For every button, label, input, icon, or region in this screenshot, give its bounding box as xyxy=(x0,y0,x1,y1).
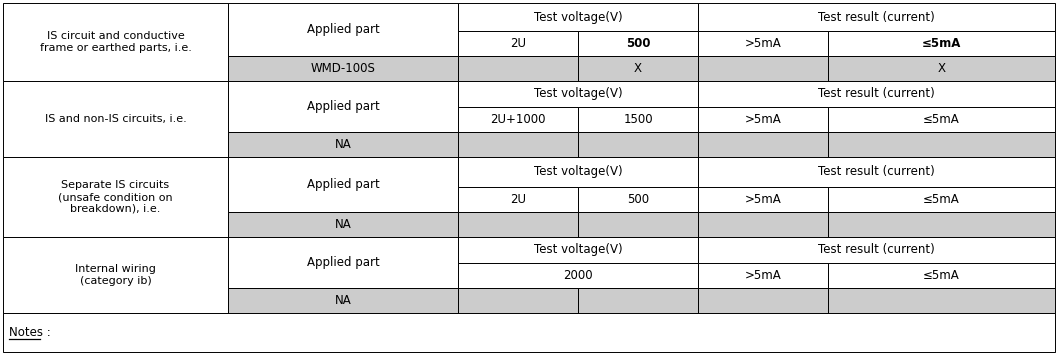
Bar xyxy=(697,187,828,212)
Text: 500: 500 xyxy=(626,193,649,206)
Bar xyxy=(697,31,828,56)
Bar xyxy=(697,212,828,237)
Text: Applied part: Applied part xyxy=(306,178,379,191)
Text: X: X xyxy=(937,62,946,75)
Bar xyxy=(697,3,1055,31)
Bar xyxy=(458,288,578,313)
Bar xyxy=(3,81,228,157)
Bar xyxy=(458,263,697,288)
Bar xyxy=(458,81,697,107)
Text: 2000: 2000 xyxy=(563,269,593,282)
Text: WMD-100S: WMD-100S xyxy=(311,62,375,75)
Bar xyxy=(828,263,1055,288)
Text: ≤5mA: ≤5mA xyxy=(923,193,960,206)
Text: Applied part: Applied part xyxy=(306,256,379,269)
Text: Internal wiring
(category ib): Internal wiring (category ib) xyxy=(75,264,156,286)
Bar xyxy=(458,237,697,263)
Bar xyxy=(697,263,828,288)
Bar xyxy=(828,187,1055,212)
Bar xyxy=(828,56,1055,81)
Bar xyxy=(697,107,828,132)
Bar xyxy=(578,187,697,212)
Bar xyxy=(828,212,1055,237)
Text: Test voltage(V): Test voltage(V) xyxy=(533,244,622,257)
Text: IS circuit and conductive
frame or earthed parts, i.e.: IS circuit and conductive frame or earth… xyxy=(39,31,192,53)
Bar xyxy=(228,288,458,313)
Text: >5mA: >5mA xyxy=(744,193,781,206)
Bar xyxy=(578,31,697,56)
Text: Test voltage(V): Test voltage(V) xyxy=(533,11,622,23)
Bar xyxy=(578,288,697,313)
Bar xyxy=(228,157,458,212)
Bar xyxy=(228,56,458,81)
Text: IS and non-IS circuits, i.e.: IS and non-IS circuits, i.e. xyxy=(45,114,187,124)
Text: 2U: 2U xyxy=(510,37,526,50)
Text: ≤5mA: ≤5mA xyxy=(923,113,960,126)
Text: 500: 500 xyxy=(625,37,650,50)
Bar xyxy=(828,132,1055,157)
Text: Test result (current): Test result (current) xyxy=(818,87,935,100)
Bar xyxy=(578,107,697,132)
Text: NA: NA xyxy=(335,218,351,231)
Text: 1500: 1500 xyxy=(623,113,653,126)
Bar xyxy=(458,132,578,157)
Bar xyxy=(458,31,578,56)
Bar xyxy=(697,288,828,313)
Text: >5mA: >5mA xyxy=(744,113,781,126)
Bar xyxy=(228,212,458,237)
Text: Separate IS circuits
(unsafe condition on
breakdown), i.e.: Separate IS circuits (unsafe condition o… xyxy=(58,180,173,214)
Text: NA: NA xyxy=(335,294,351,307)
Text: Test result (current): Test result (current) xyxy=(818,244,935,257)
Text: Applied part: Applied part xyxy=(306,23,379,36)
Bar xyxy=(697,157,1055,187)
Bar xyxy=(828,107,1055,132)
Bar xyxy=(3,313,1055,352)
Bar xyxy=(228,3,458,56)
Bar xyxy=(697,237,1055,263)
Bar xyxy=(458,212,578,237)
Bar xyxy=(228,237,458,288)
Text: Test voltage(V): Test voltage(V) xyxy=(533,87,622,100)
Bar xyxy=(458,187,578,212)
Bar xyxy=(458,56,578,81)
Text: Test result (current): Test result (current) xyxy=(818,11,935,23)
Bar xyxy=(578,212,697,237)
Bar xyxy=(697,56,828,81)
Bar xyxy=(578,132,697,157)
Text: Test voltage(V): Test voltage(V) xyxy=(533,165,622,179)
Bar xyxy=(3,237,228,313)
Bar xyxy=(3,3,228,81)
Bar xyxy=(458,107,578,132)
Bar xyxy=(458,157,697,187)
Text: ≤5mA: ≤5mA xyxy=(923,269,960,282)
Bar xyxy=(3,157,228,237)
Text: 2U+1000: 2U+1000 xyxy=(490,113,546,126)
Bar xyxy=(828,288,1055,313)
Bar xyxy=(228,132,458,157)
Text: NA: NA xyxy=(335,138,351,151)
Text: Test result (current): Test result (current) xyxy=(818,165,935,179)
Text: >5mA: >5mA xyxy=(744,269,781,282)
Text: >5mA: >5mA xyxy=(744,37,781,50)
Bar xyxy=(828,31,1055,56)
Text: Applied part: Applied part xyxy=(306,100,379,113)
Text: Notes :: Notes : xyxy=(8,326,51,339)
Bar xyxy=(697,81,1055,107)
Bar xyxy=(458,3,697,31)
Bar xyxy=(578,56,697,81)
Bar xyxy=(697,132,828,157)
Text: ≤5mA: ≤5mA xyxy=(922,37,961,50)
Text: 2U: 2U xyxy=(510,193,526,206)
Text: X: X xyxy=(634,62,642,75)
Bar xyxy=(228,81,458,132)
